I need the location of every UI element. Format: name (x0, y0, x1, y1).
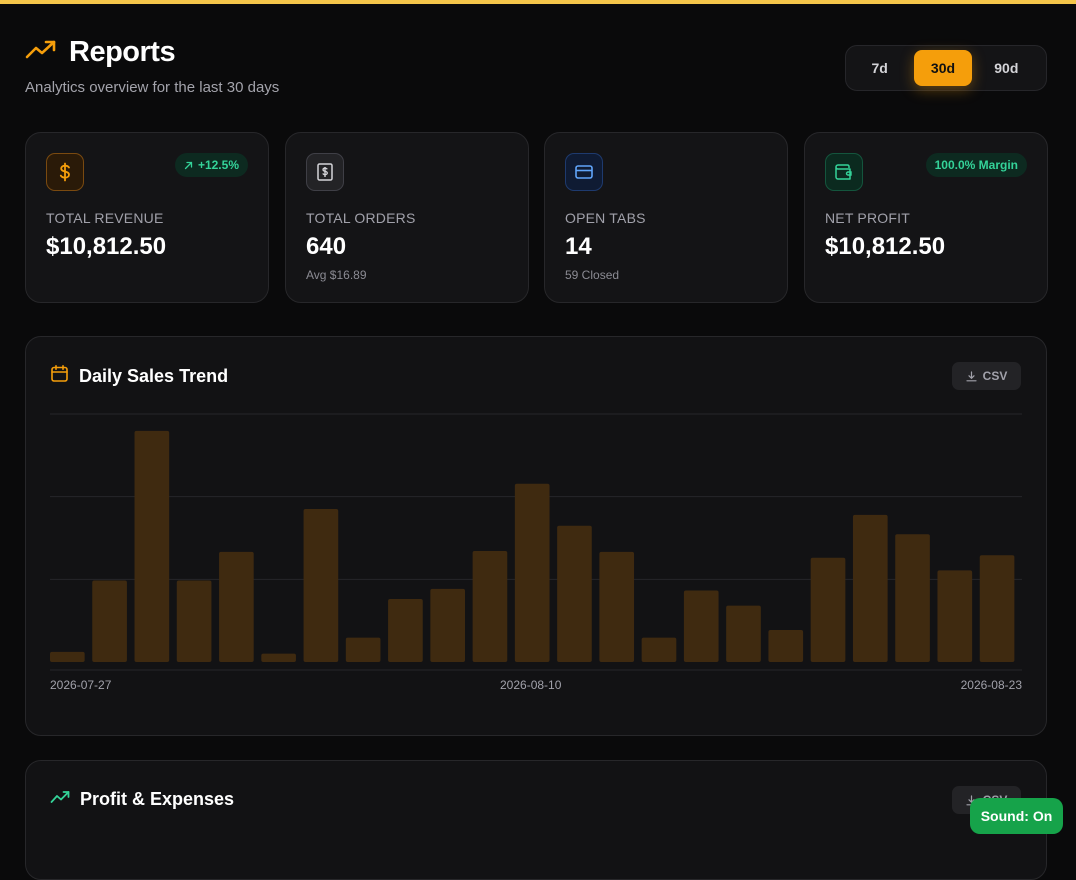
x-tick-label: 2026-08-23 (960, 678, 1022, 692)
page-subtitle: Analytics overview for the last 30 days (25, 79, 280, 96)
chart-bar[interactable]: 2026-08-14: 124 (810, 557, 846, 662)
chart-bar[interactable]: 2026-08-03: 29 (345, 637, 381, 662)
total-orders-card: TOTAL ORDERS 640 Avg $16.89 (285, 132, 529, 303)
card-subtext: Avg $16.89 (306, 268, 367, 282)
page-header: Reports Analytics overview for the last … (25, 36, 279, 96)
chart-bar[interactable]: 2026-08-13: 38 (768, 630, 804, 662)
chart-bar[interactable]: 2026-08-04: 75 (388, 598, 423, 662)
card-value: $10,812.50 (46, 233, 167, 260)
chart-bar[interactable]: 2026-07-27: 12 (50, 651, 85, 662)
badge-text: 100.0% Margin (934, 158, 1018, 172)
total-revenue-card: +12.5% TOTAL REVENUE $10,812.50 (25, 132, 269, 303)
card-label: NET PROFIT (825, 210, 910, 226)
arrow-up-right-icon (184, 161, 193, 169)
trending-up-icon (50, 790, 70, 809)
chart-bar[interactable]: 2026-07-29: 275 (134, 430, 170, 662)
chart-bar[interactable]: 2026-08-11: 85 (683, 590, 719, 662)
card-label: TOTAL REVENUE (46, 210, 164, 226)
revenue-change-badge: +12.5% (174, 153, 248, 177)
calendar-icon (50, 364, 69, 388)
page-title: Reports (69, 36, 176, 68)
chart-bar[interactable]: 2026-08-01: 10 (261, 653, 296, 662)
chart-bar[interactable]: 2026-08-07: 212 (514, 483, 550, 662)
date-range-selector: 7d 30d 90d (845, 45, 1047, 91)
card-label: OPEN TABS (565, 210, 646, 226)
card-label: TOTAL ORDERS (306, 210, 416, 226)
chart-bar[interactable]: 2026-08-10: 29 (641, 637, 677, 662)
range-7d-button[interactable]: 7d (871, 60, 888, 76)
chart-bar[interactable]: 2026-08-05: 87 (430, 588, 466, 662)
chart-bar[interactable]: 2026-08-09: 131 (599, 551, 635, 662)
chart-bar[interactable]: 2026-07-28: 97 (92, 580, 127, 662)
profit-expenses-panel: Profit & Expenses CSV (25, 760, 1047, 880)
panel-header: Daily Sales Trend (50, 364, 228, 388)
net-profit-card: 100.0% Margin NET PROFIT $10,812.50 (804, 132, 1048, 303)
badge-text: +12.5% (197, 158, 239, 172)
receipt-icon (306, 153, 344, 191)
chart-bar[interactable]: 2026-08-08: 162 (557, 525, 592, 662)
export-csv-button[interactable]: CSV (952, 362, 1021, 390)
sound-toggle-toast[interactable]: Sound: On (970, 798, 1063, 834)
trending-up-icon (25, 39, 57, 66)
card-value: 640 (306, 233, 347, 260)
margin-badge: 100.0% Margin (925, 153, 1027, 177)
panel-title: Daily Sales Trend (79, 365, 229, 386)
download-icon (966, 370, 977, 381)
chart-bar[interactable]: 2026-08-06: 132 (472, 551, 508, 662)
range-90d-button[interactable]: 90d (994, 60, 1019, 76)
panel-header: Profit & Expenses (50, 789, 234, 810)
wallet-icon (825, 153, 863, 191)
x-tick-label: 2026-07-27 (50, 678, 112, 692)
chart-bar[interactable]: 2026-08-15: 175 (852, 514, 888, 662)
range-30d-button[interactable]: 30d (914, 50, 972, 86)
panel-title: Profit & Expenses (80, 789, 235, 809)
chart-bar[interactable]: 2026-07-31: 131 (219, 551, 254, 662)
card-subtext: 59 Closed (565, 268, 620, 282)
x-tick-label: 2026-08-10 (500, 678, 562, 692)
chart-bar[interactable]: 2026-08-17: 109 (937, 570, 973, 662)
chart-bar[interactable]: 2026-08-12: 67 (726, 605, 761, 662)
daily-sales-chart: 2026-07-27: 12 2026-07-28: 972026-07-29: … (50, 413, 1022, 671)
daily-sales-panel: Daily Sales Trend CSV 2026-07-27: 122026… (25, 336, 1047, 736)
card-value: 14 (565, 233, 592, 260)
dollar-icon (46, 153, 84, 191)
credit-card-icon (565, 153, 603, 191)
card-value: $10,812.50 (825, 233, 946, 260)
open-tabs-card: OPEN TABS 14 59 Closed (544, 132, 788, 303)
csv-label: CSV (982, 369, 1008, 383)
chart-bar[interactable]: 2026-08-02: 182 (303, 508, 339, 662)
top-accent-bar (0, 0, 1076, 4)
chart-bar[interactable]: 2026-07-30: 97 (176, 580, 212, 662)
chart-bar[interactable]: 2026-08-16: 152 (895, 534, 930, 662)
chart-bar[interactable]: 2026-08-18: 127 (979, 555, 1015, 662)
